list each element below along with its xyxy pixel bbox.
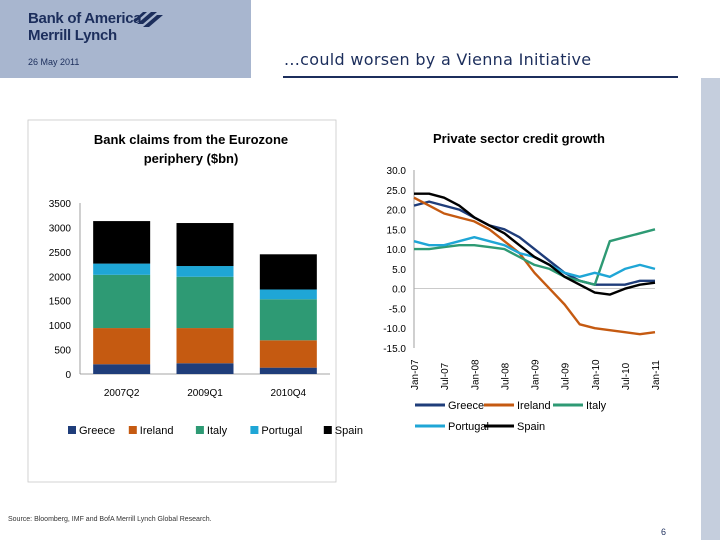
line-x-tick-label: Jan-11 bbox=[651, 360, 662, 390]
bar-legend-swatch-italy bbox=[195, 426, 204, 434]
line-series-spain bbox=[414, 192, 656, 296]
bar-segment-greece bbox=[259, 367, 317, 374]
line-x-tick-label: Jul-09 bbox=[561, 362, 572, 390]
line-legend-label-portugal: Portugal bbox=[448, 421, 489, 433]
line-y-tick-label: 10.0 bbox=[387, 245, 407, 256]
bar-y-tick-label: 2500 bbox=[49, 248, 72, 259]
line-legend-label-italy: Italy bbox=[586, 400, 607, 412]
line-series-ireland bbox=[413, 196, 656, 336]
line-y-tick-label: -10.0 bbox=[383, 324, 406, 335]
line-x-tick-label: Jan-08 bbox=[470, 359, 481, 390]
bar-legend-label-spain: Spain bbox=[335, 425, 363, 437]
bar-chart-title: Bank claims from the Eurozone bbox=[94, 132, 288, 147]
bar-segment-portugal bbox=[93, 263, 151, 275]
line-y-tick-label: 25.0 bbox=[387, 186, 407, 197]
bar-y-tick-label: 1000 bbox=[49, 321, 72, 332]
bar-y-tick-label: 3000 bbox=[49, 223, 72, 234]
bar-chart-frame bbox=[27, 119, 337, 483]
bar-legend-swatch-greece bbox=[68, 426, 76, 434]
line-y-tick-label: -15.0 bbox=[383, 344, 406, 355]
logo-text-line1: Bank of America bbox=[28, 10, 142, 27]
line-x-tick-label: Jul-10 bbox=[621, 362, 632, 390]
header-logo-panel: Bank of America Merrill Lynch 26 May 201… bbox=[0, 0, 251, 78]
line-x-tick-label: Jul-08 bbox=[500, 362, 511, 390]
bar-y-tick-label: 2000 bbox=[49, 272, 72, 283]
bar-x-tick-label: 2009Q1 bbox=[187, 388, 223, 399]
bar-legend-label-portugal: Portugal bbox=[261, 425, 302, 437]
bar-segment-italy bbox=[176, 276, 234, 329]
bar-x-tick-label: 2007Q2 bbox=[104, 388, 140, 399]
bar-legend-label-ireland: Ireland bbox=[140, 425, 174, 437]
bar-segment-spain bbox=[93, 221, 151, 264]
report-date: 26 May 2011 bbox=[28, 57, 80, 67]
line-series-italy bbox=[414, 228, 656, 286]
bar-y-tick-label: 1500 bbox=[49, 297, 72, 308]
bar-y-tick-label: 0 bbox=[65, 370, 71, 381]
line-x-tick-label: Jul-07 bbox=[440, 362, 451, 390]
line-y-tick-label: -5.0 bbox=[389, 304, 407, 315]
line-legend-label-spain: Spain bbox=[517, 421, 545, 433]
bar-y-tick-label: 3500 bbox=[49, 199, 72, 210]
line-y-tick-label: 0.0 bbox=[392, 285, 406, 296]
bar-segment-greece bbox=[93, 364, 151, 374]
bar-segment-italy bbox=[93, 274, 151, 329]
bar-y-tick-label: 500 bbox=[54, 346, 71, 357]
line-y-tick-label: 5.0 bbox=[392, 265, 406, 276]
line-series-greece bbox=[413, 200, 655, 286]
bar-legend-swatch-portugal bbox=[250, 426, 259, 434]
bar-legend-label-greece: Greece bbox=[79, 425, 115, 437]
bar-legend-label-italy: Italy bbox=[207, 425, 228, 437]
slide-title: ...could worsen by a Vienna Initiative bbox=[284, 50, 592, 69]
bar-segment-ireland bbox=[176, 328, 234, 364]
bar-segment-spain bbox=[259, 254, 317, 290]
line-x-tick-label: Jan-07 bbox=[410, 359, 421, 390]
bar-legend-swatch-spain bbox=[323, 426, 332, 434]
bar-x-tick-label: 2010Q4 bbox=[271, 388, 307, 399]
line-legend-label-greece: Greece bbox=[448, 400, 484, 412]
line-x-tick-label: Jan-10 bbox=[591, 359, 602, 390]
bar-chart-title-line2: periphery ($bn) bbox=[144, 151, 239, 166]
line-x-tick-label: Jan-09 bbox=[531, 359, 542, 390]
logo-text-line2: Merrill Lynch bbox=[28, 27, 117, 44]
source-note: Source: Bloomberg, IMF and BofA Merrill … bbox=[8, 516, 212, 523]
line-y-tick-label: 15.0 bbox=[387, 225, 407, 236]
bar-segment-greece bbox=[176, 363, 234, 374]
bar-legend-swatch-ireland bbox=[128, 426, 137, 434]
bar-segment-portugal bbox=[259, 289, 317, 300]
line-y-tick-label: 30.0 bbox=[387, 166, 407, 177]
decorative-side-bar bbox=[701, 78, 720, 540]
bar-segment-portugal bbox=[176, 266, 234, 277]
line-chart-title: Private sector credit growth bbox=[433, 131, 605, 146]
line-legend-label-ireland: Ireland bbox=[517, 400, 551, 412]
bar-segment-italy bbox=[259, 299, 317, 341]
bar-segment-ireland bbox=[93, 328, 151, 365]
page-number: 6 bbox=[661, 527, 667, 537]
bar-segment-ireland bbox=[259, 340, 317, 368]
title-underline bbox=[283, 76, 678, 78]
line-y-tick-label: 20.0 bbox=[387, 206, 407, 217]
bar-segment-spain bbox=[176, 223, 234, 267]
flag-logo-icon bbox=[133, 12, 163, 27]
